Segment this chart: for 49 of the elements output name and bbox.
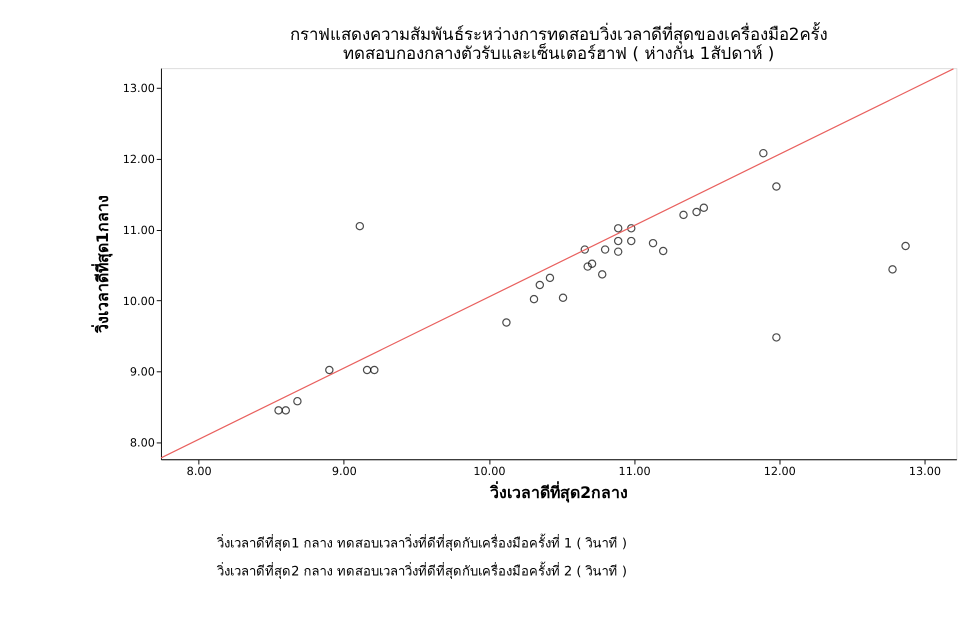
y-tick-label: 9.00 — [130, 366, 155, 379]
x-tick-label: 9.00 — [332, 464, 357, 478]
point — [658, 246, 668, 256]
point — [679, 210, 688, 220]
x-tick-label: 10.00 — [473, 464, 506, 478]
x-axis-title: วิ่งเวลาดีที่สุด2กลาง — [489, 481, 628, 504]
point — [546, 274, 554, 282]
point — [580, 245, 590, 254]
point — [598, 270, 606, 279]
point — [293, 396, 302, 406]
y-tick-label: 11.00 — [122, 224, 155, 237]
point — [614, 247, 622, 256]
point — [627, 224, 636, 233]
point — [888, 265, 897, 274]
y-axis-title: วิ่งเวลาดีที่สุด1กลาง — [90, 195, 113, 334]
point — [600, 245, 610, 254]
point — [772, 333, 781, 342]
x-tick-label: 13.00 — [908, 464, 941, 478]
point — [700, 204, 708, 212]
point — [356, 222, 364, 230]
text: กราฟแสดงความสัมพันธ์ระหว่างการทดสอบวิ่งเวลาดีที่สุดของเครื่องมือ2ครั้ง — [290, 24, 828, 44]
point — [502, 318, 511, 327]
x-tick-label: 11.00 — [618, 464, 651, 478]
point — [901, 242, 910, 250]
text: วิ่งเวลาดีที่สุด1 กลาง ทดสอบเวลาวิ่งที่ดีที่สุดกับเครื่องมือครั้งที่ 1 ( วินาที ) — [216, 532, 627, 552]
point — [588, 260, 596, 268]
point — [362, 366, 372, 374]
point — [692, 208, 701, 216]
y-tick-label: 8.00 — [130, 436, 155, 450]
point — [627, 236, 636, 246]
point — [772, 182, 781, 191]
point — [614, 236, 622, 246]
y-tick-label: 10.00 — [122, 294, 155, 308]
y-tick-label: 13.00 — [122, 82, 155, 96]
point — [583, 262, 592, 271]
y-tick-label: 12.00 — [122, 153, 155, 166]
point — [536, 280, 544, 290]
point — [558, 294, 568, 302]
point — [759, 148, 768, 158]
x-tick-label: 8.00 — [186, 464, 212, 478]
point — [325, 366, 334, 374]
point — [282, 406, 290, 415]
point — [370, 366, 379, 374]
text: วิ่งเวลาดีที่สุด2 กลาง ทดสอบเวลาวิ่งที่ดีที่สุดกับเครื่องมือครั้งที่ 2 ( วินาที ) — [216, 560, 627, 580]
point — [530, 294, 538, 304]
x-tick-label: 12.00 — [764, 464, 796, 478]
point — [614, 224, 622, 233]
point — [648, 238, 658, 248]
point — [274, 406, 283, 415]
